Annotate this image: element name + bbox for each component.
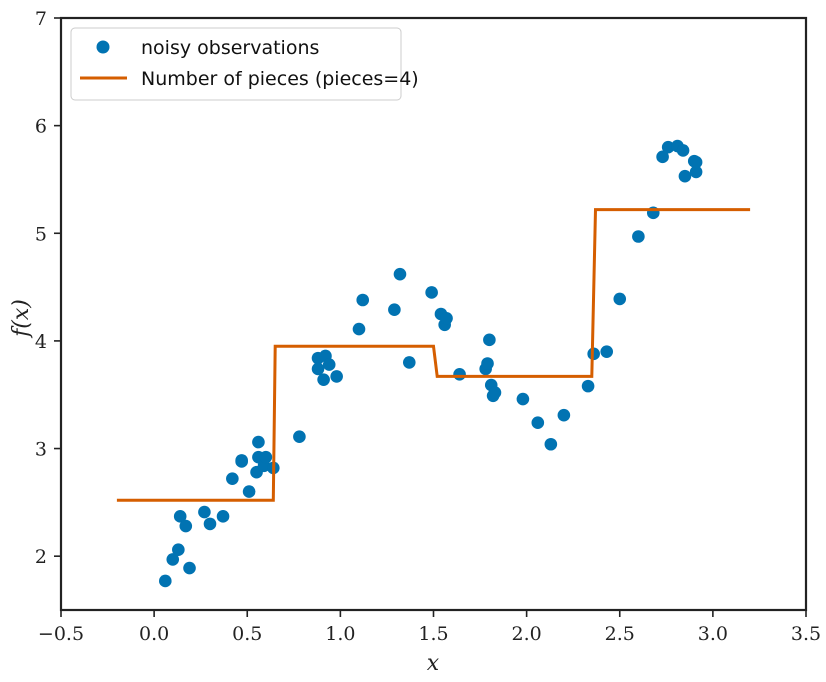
y-tick-label: 6 xyxy=(35,116,47,138)
data-point xyxy=(483,333,496,347)
piecewise-fit-line xyxy=(116,208,751,502)
x-tick-label: 0.0 xyxy=(139,623,169,645)
legend: noisy observations Number of pieces (pie… xyxy=(70,27,419,101)
y-tick-label: 3 xyxy=(35,439,47,461)
data-point xyxy=(600,345,614,358)
x-tick-label: 2.5 xyxy=(605,623,635,645)
data-point xyxy=(166,553,180,566)
data-point xyxy=(678,169,692,183)
y-tick-label: 7 xyxy=(35,8,47,30)
data-point xyxy=(159,574,172,588)
data-point xyxy=(293,430,306,444)
y-axis: 2 3 4 5 6 7 xyxy=(35,8,61,568)
x-tick-label: 3.0 xyxy=(698,623,728,645)
data-point xyxy=(661,140,675,154)
data-point xyxy=(330,370,343,383)
data-point xyxy=(689,165,703,179)
data-point xyxy=(488,386,502,399)
data-point xyxy=(393,267,407,281)
data-point xyxy=(183,561,196,575)
data-point xyxy=(317,373,330,386)
x-tick-label: 0.5 xyxy=(232,623,262,645)
data-point xyxy=(453,367,466,381)
y-tick-label: 4 xyxy=(35,331,47,353)
data-point xyxy=(322,358,336,371)
data-point xyxy=(242,485,256,498)
data-point xyxy=(172,543,185,557)
data-point xyxy=(259,450,273,464)
data-point xyxy=(388,303,401,316)
data-point xyxy=(356,293,370,307)
y-tick-label: 5 xyxy=(35,223,47,245)
data-point xyxy=(179,519,193,533)
x-axis-label: x xyxy=(427,651,440,676)
legend-label-pieces-line: Number of pieces (pieces=4) xyxy=(141,68,419,90)
x-tick-label: 1.5 xyxy=(418,623,448,645)
data-point xyxy=(581,379,595,393)
data-point xyxy=(656,150,669,164)
plot-frame xyxy=(59,16,808,612)
data-point xyxy=(676,144,690,157)
data-point xyxy=(425,286,438,299)
data-point xyxy=(689,155,703,169)
y-axis-label: f(x) xyxy=(9,299,34,339)
data-point xyxy=(632,230,645,243)
legend-label-noisy-observations: noisy observations xyxy=(141,37,319,59)
x-tick-label: 1.0 xyxy=(325,623,355,645)
y-tick-label: 2 xyxy=(35,546,47,568)
data-point xyxy=(544,437,558,451)
x-tick-label: −0.5 xyxy=(38,623,84,645)
data-point xyxy=(402,356,416,369)
data-point xyxy=(173,510,187,523)
data-point xyxy=(252,435,265,449)
data-point xyxy=(613,292,627,306)
data-point xyxy=(235,454,248,467)
plot-content xyxy=(116,139,751,588)
x-axis: −0.5 0.0 0.5 1.0 1.5 2.0 2.5 3.0 3.5 xyxy=(38,610,821,645)
data-point xyxy=(203,517,217,531)
data-point xyxy=(198,505,211,519)
data-point xyxy=(481,357,494,370)
data-point xyxy=(557,408,571,422)
data-point xyxy=(352,322,366,336)
data-point xyxy=(531,416,545,430)
legend-box xyxy=(70,27,402,101)
legend-marker-noisy-observations xyxy=(96,40,110,54)
x-tick-label: 3.5 xyxy=(791,623,821,645)
data-point xyxy=(216,510,230,523)
x-tick-label: 2.0 xyxy=(512,623,542,645)
data-point xyxy=(440,312,453,325)
data-point xyxy=(311,362,325,376)
data-point xyxy=(226,472,239,485)
data-point xyxy=(516,392,530,406)
